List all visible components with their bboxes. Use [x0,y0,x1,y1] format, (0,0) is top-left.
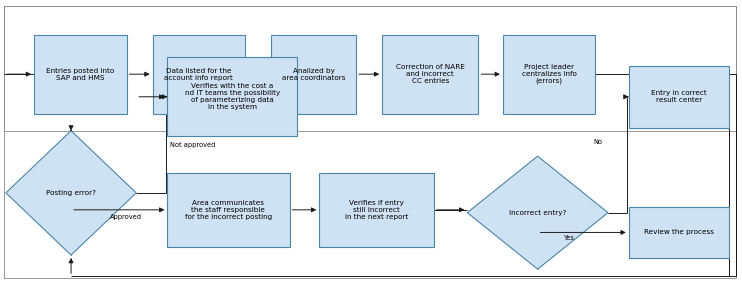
Text: Data listed for the
account info report: Data listed for the account info report [165,68,233,81]
FancyBboxPatch shape [628,207,729,258]
Text: Project leader
centralizes info
(errors): Project leader centralizes info (errors) [522,64,577,84]
Polygon shape [467,156,608,269]
FancyBboxPatch shape [628,66,729,128]
FancyBboxPatch shape [319,173,434,247]
FancyBboxPatch shape [382,35,479,114]
Text: Entries posted into
SAP and HMS: Entries posted into SAP and HMS [46,68,114,81]
FancyBboxPatch shape [503,35,595,114]
FancyBboxPatch shape [153,35,245,114]
FancyBboxPatch shape [34,35,127,114]
Text: Not approved: Not approved [170,142,215,148]
Text: Yes: Yes [564,235,574,241]
Text: Approved: Approved [111,214,142,220]
Text: Area communicates
the staff responsible
for the incorrect posting: Area communicates the staff responsible … [185,200,272,220]
Text: Analized by
area coordinators: Analized by area coordinators [282,68,345,81]
FancyBboxPatch shape [168,173,289,247]
FancyBboxPatch shape [168,57,297,136]
Text: Posting error?: Posting error? [46,190,96,196]
Text: No: No [593,139,603,145]
Text: Correction of NARE
and incorrect
CC entries: Correction of NARE and incorrect CC entr… [395,64,464,84]
Text: Verifies if entry
still incorrect
in the next report: Verifies if entry still incorrect in the… [345,200,408,220]
FancyBboxPatch shape [271,35,356,114]
Text: Incorrect entry?: Incorrect entry? [509,210,566,216]
Polygon shape [6,131,137,255]
Text: Verifies with the cost a
nd IT teams the possibility
of parameterizing data
in t: Verifies with the cost a nd IT teams the… [185,83,280,110]
Text: Review the process: Review the process [644,229,714,235]
Text: Entry in correct
result center: Entry in correct result center [651,90,706,103]
